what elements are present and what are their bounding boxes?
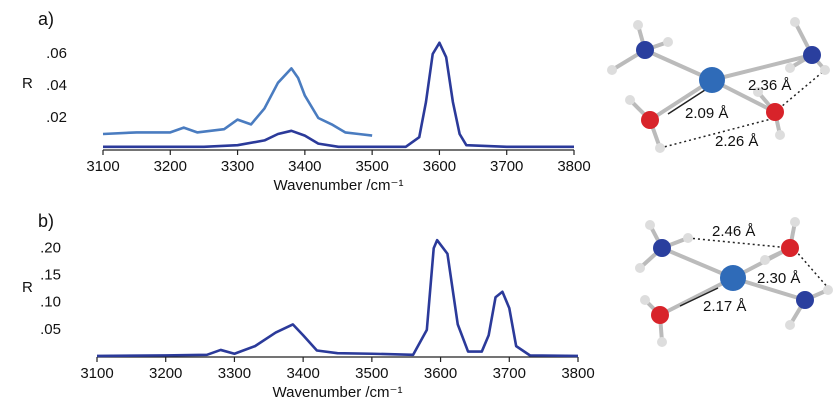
panel-label: a): [38, 9, 54, 29]
x-tick-label: 3300: [218, 365, 251, 382]
x-tick-label: 3700: [493, 365, 526, 382]
x-tick-label: 3100: [86, 158, 119, 175]
x-axis-label: Wavenumber /cm⁻¹: [273, 384, 403, 399]
distance-label: 2.30 Å: [757, 270, 800, 287]
distance-label: 2.36 Å: [748, 77, 791, 94]
x-tick-label: 3800: [557, 158, 590, 175]
figure: 2.36 Å 2.09 Å 2.26 Å 2.46 Å 2.30 Å 2.17 …: [0, 0, 835, 399]
x-tick-label: 3400: [286, 365, 319, 382]
x-tick-label: 3700: [490, 158, 523, 175]
y-tick-label: .10: [40, 294, 61, 311]
x-tick-label: 3200: [154, 158, 187, 175]
y-tick-label: .06: [46, 45, 67, 62]
y-tick-label: .15: [40, 266, 61, 283]
y-tick-label: .02: [46, 109, 67, 126]
x-axis-label: Wavenumber /cm⁻¹: [274, 177, 404, 194]
molecule-a: 2.36 Å 2.09 Å 2.26 Å: [607, 17, 830, 153]
x-tick-label: 3200: [149, 365, 182, 382]
y-tick-label: .04: [46, 77, 67, 94]
x-tick-label: 3400: [288, 158, 321, 175]
distance-label: 2.17 Å: [703, 298, 746, 315]
y-tick-label: .20: [40, 239, 61, 256]
distance-label: 2.26 Å: [715, 133, 758, 150]
x-tick-label: 3100: [80, 365, 113, 382]
x-tick-label: 3800: [561, 365, 594, 382]
distance-label: 2.09 Å: [685, 105, 728, 122]
x-tick-label: 3600: [424, 365, 457, 382]
y-tick-label: .05: [40, 321, 61, 338]
x-tick-label: 3600: [423, 158, 456, 175]
spectrum-line: [97, 240, 578, 356]
y-axis-label: R: [22, 75, 33, 92]
spectrum-line: [103, 68, 372, 135]
panel-label: b): [38, 211, 54, 231]
x-tick-label: 3300: [221, 158, 254, 175]
x-tick-label: 3500: [355, 158, 388, 175]
y-axis-label: R: [22, 279, 33, 296]
x-tick-label: 3500: [355, 365, 388, 382]
distance-label: 2.46 Å: [712, 223, 755, 240]
molecule-b: 2.46 Å 2.30 Å 2.17 Å: [635, 217, 833, 347]
